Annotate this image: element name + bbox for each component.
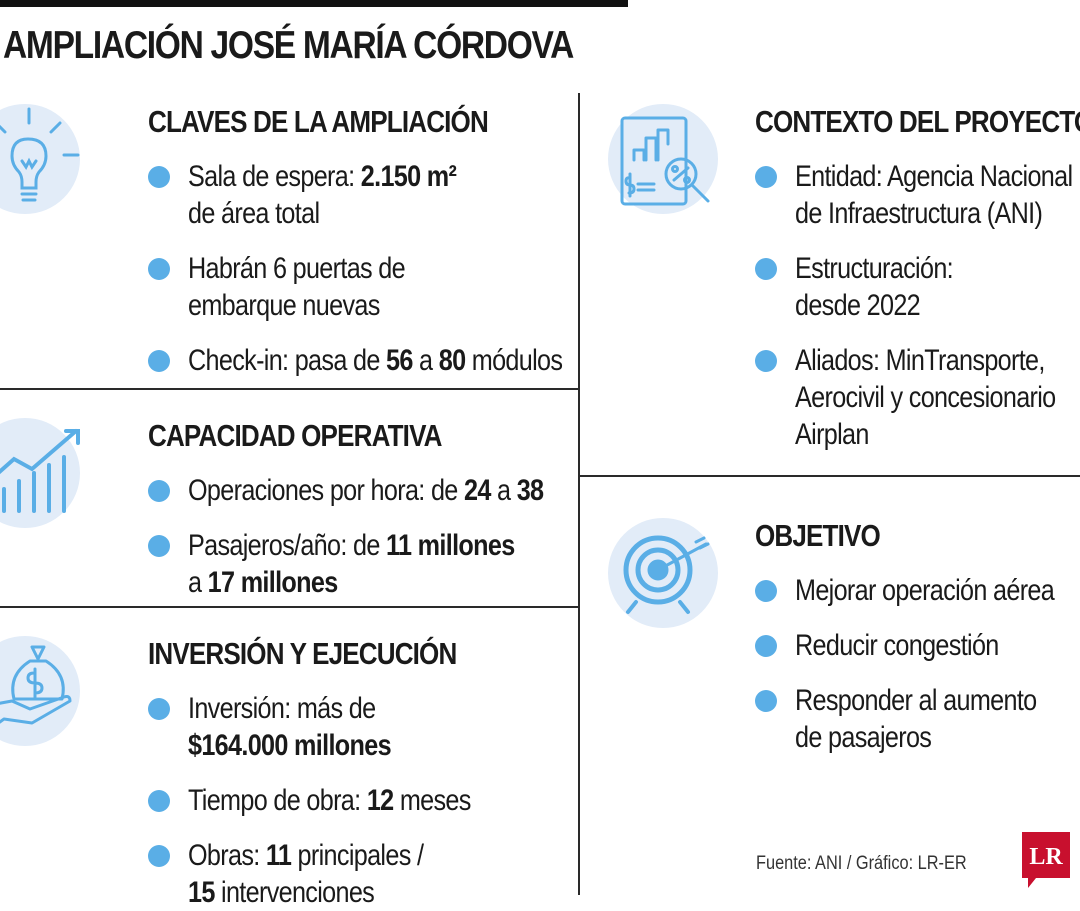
section-title: OBJETIVO bbox=[755, 518, 881, 553]
list-item: Inversión: más de $164.000 millones bbox=[148, 690, 525, 764]
list-item: Check-in: pasa de 56 a 80 módulos bbox=[148, 342, 634, 379]
list-item: Tiempo de obra: 12 meses bbox=[148, 782, 525, 819]
list-item: Aliados: MinTransporte, Aerocivil y conc… bbox=[755, 342, 1080, 453]
lr-logo: LR bbox=[1022, 832, 1070, 888]
section-contexto: CONTEXTO DEL PROYECTO Entidad: Agencia N… bbox=[755, 104, 1080, 453]
source-note: Fuente: ANI / Gráfico: LR-ER bbox=[756, 853, 967, 874]
bullet-icon bbox=[148, 480, 170, 502]
list-item: Entidad: Agencia Nacional de Infraestruc… bbox=[755, 158, 1080, 232]
list-item: Sala de espera: 2.150 m² de área total bbox=[148, 158, 634, 232]
bullet-icon bbox=[755, 258, 777, 280]
document-analysis-icon bbox=[608, 104, 718, 214]
list-item: Habrán 6 puertas de embarque nuevas bbox=[148, 250, 634, 324]
section-divider bbox=[578, 475, 1080, 477]
bullet-icon bbox=[755, 580, 777, 602]
target-icon bbox=[608, 518, 718, 628]
bullet-icon bbox=[148, 166, 170, 188]
growth-chart-icon bbox=[0, 418, 80, 528]
section-objetivo: OBJETIVO Mejorar operación aérea Reducir… bbox=[755, 518, 1080, 756]
list-item: Operaciones por hora: de 24 a 38 bbox=[148, 472, 611, 509]
section-title: CONTEXTO DEL PROYECTO bbox=[755, 104, 1080, 139]
logo-text: LR bbox=[1029, 844, 1063, 870]
list-item: Responder al aumento de pasajeros bbox=[755, 682, 1080, 756]
section-title: INVERSIÓN Y EJECUCIÓN bbox=[148, 636, 457, 671]
bullet-icon bbox=[148, 535, 170, 557]
money-bag-hand-icon bbox=[0, 636, 80, 746]
bullet-icon bbox=[755, 166, 777, 188]
bullet-icon bbox=[755, 690, 777, 712]
section-claves: CLAVES DE LA AMPLIACIÓN Sala de espera: … bbox=[148, 104, 634, 379]
bullet-icon bbox=[755, 350, 777, 372]
section-capacidad: CAPACIDAD OPERATIVA Operaciones por hora… bbox=[148, 418, 611, 601]
list-item: Mejorar operación aérea bbox=[755, 572, 1080, 609]
bullet-icon bbox=[755, 635, 777, 657]
bullet-icon bbox=[148, 845, 170, 867]
list-item: Pasajeros/año: de 11 millones a 17 millo… bbox=[148, 527, 611, 601]
bullet-icon bbox=[148, 350, 170, 372]
section-title: CLAVES DE LA AMPLIACIÓN bbox=[148, 104, 489, 139]
page-title: AMPLIACIÓN JOSÉ MARÍA CÓRDOVA bbox=[3, 24, 574, 67]
section-divider bbox=[0, 606, 578, 608]
bullet-icon bbox=[148, 258, 170, 280]
section-title: CAPACIDAD OPERATIVA bbox=[148, 418, 442, 453]
lightbulb-icon bbox=[0, 104, 80, 214]
top-rule bbox=[0, 0, 628, 7]
bullet-icon bbox=[148, 790, 170, 812]
list-item: Reducir congestión bbox=[755, 627, 1080, 664]
column-divider bbox=[578, 93, 580, 895]
section-divider bbox=[0, 388, 578, 390]
list-item: Estructuración: desde 2022 bbox=[755, 250, 1080, 324]
bullet-icon bbox=[148, 698, 170, 720]
section-inversion: INVERSIÓN Y EJECUCIÓN Inversión: más de … bbox=[148, 636, 525, 911]
